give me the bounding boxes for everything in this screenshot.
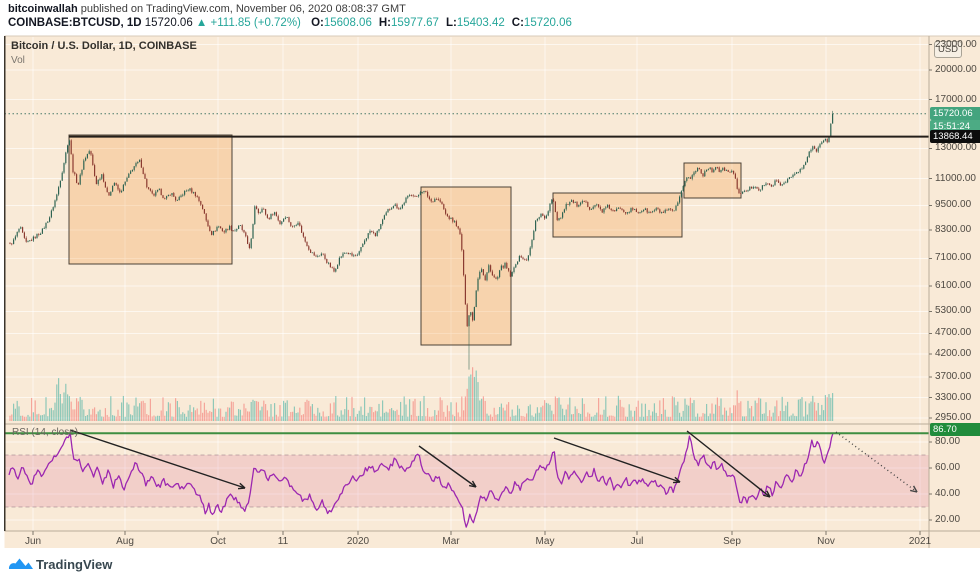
price-axis-label: 13000.00	[935, 142, 977, 154]
time-axis-label: Nov	[817, 536, 835, 547]
price-axis-label: 2950.00	[935, 411, 972, 423]
up-arrow-icon: ▲	[195, 17, 208, 29]
price-axis-label: 11000.00	[935, 172, 976, 184]
ohlc-value: 15977.67	[390, 17, 439, 29]
rsi-value-badge: 86.70	[930, 423, 980, 436]
time-axis-label: 11	[277, 536, 289, 547]
ohlc-label: O:	[311, 17, 324, 29]
price-axis-label: 5300.00	[935, 305, 972, 317]
rsi-axis-label: 40.00	[935, 488, 961, 499]
chart-legend-title: Bitcoin / U.S. Dollar, 1D, COINBASE	[11, 40, 197, 52]
time-axis-label: Jun	[24, 536, 42, 547]
time-axis-label: 2020	[346, 536, 370, 547]
ohlc-value: 15608.06	[323, 17, 372, 29]
byline-username: bitcoinwallah	[8, 3, 78, 15]
time-axis-label: 2021	[908, 536, 932, 547]
price-axis-label: 8300.00	[935, 223, 972, 235]
time-axis-label: Sep	[723, 536, 741, 547]
price-axis-label: 3300.00	[935, 391, 972, 403]
ohlc-value: 15720.06	[523, 17, 572, 29]
header: bitcoinwallah published on TradingView.c…	[0, 0, 980, 36]
last-price-badge: 15720.06	[930, 107, 980, 120]
price-axis-label: 7100.00	[935, 252, 972, 264]
time-axis-label: Jul	[630, 536, 644, 547]
last-price: 15720.06	[144, 17, 193, 29]
bar-countdown-badge: 15:51:24	[930, 120, 980, 133]
time-axis-label: Aug	[116, 536, 134, 547]
price-axis-label: 23000.00	[935, 38, 977, 50]
rsi-legend-label: RSI (14, close)	[12, 427, 79, 438]
ohlc-values: O:15608.06 H:15977.67 L:15403.42 C:15720.06	[304, 17, 572, 29]
rsi-axis-label: 60.00	[935, 462, 961, 473]
horizontal-line-price-badge: 13868.44	[930, 130, 980, 143]
ohlc-label: C:	[511, 17, 524, 29]
currency-toggle-button[interactable]: USD	[934, 41, 962, 58]
volume-legend-label: Vol	[11, 55, 25, 66]
price-axis-label: 20000.00	[935, 64, 977, 75]
tradingview-logo-icon[interactable]	[8, 556, 34, 573]
price-axis-label: 6100.00	[935, 279, 972, 291]
ohlc-label: H:	[378, 17, 391, 29]
rsi-axis-label: 20.00	[935, 514, 961, 525]
ohlc-label: L:	[445, 17, 457, 29]
price-axis-label: 4200.00	[935, 347, 972, 359]
byline: bitcoinwallah published on TradingView.c…	[8, 3, 406, 15]
symbol-title: COINBASE:BTCUSD, 1D	[8, 17, 142, 29]
time-axis-label: Oct	[210, 536, 226, 547]
price-axis[interactable]: 23000.00 20000.00 17000.00 13000.00 11000.00…	[929, 36, 980, 531]
footer-brand[interactable]: TradingView	[36, 557, 113, 572]
price-change: +111.85 (+0.72%)	[210, 17, 301, 29]
rsi-axis-label: 80.00	[935, 436, 961, 447]
price-axis-label: 3700.00	[935, 370, 972, 382]
byline-text: published on TradingView.com, November 0…	[77, 3, 406, 15]
ohlc-value: 15403.42	[456, 17, 505, 29]
time-axis-label: Mar	[442, 536, 460, 547]
price-axis-label: 17000.00	[935, 93, 977, 105]
time-axis[interactable]: Jun Aug Oct 11 2020 Mar May Jul Sep Nov 2021	[0, 531, 932, 548]
time-axis-label: May	[535, 536, 555, 547]
price-axis-label: 9500.00	[935, 199, 972, 211]
price-axis-label: 4700.00	[935, 327, 972, 339]
quote-line: COINBASE:BTCUSD, 1D 15720.06 ▲ +111.85 (…	[8, 17, 572, 29]
